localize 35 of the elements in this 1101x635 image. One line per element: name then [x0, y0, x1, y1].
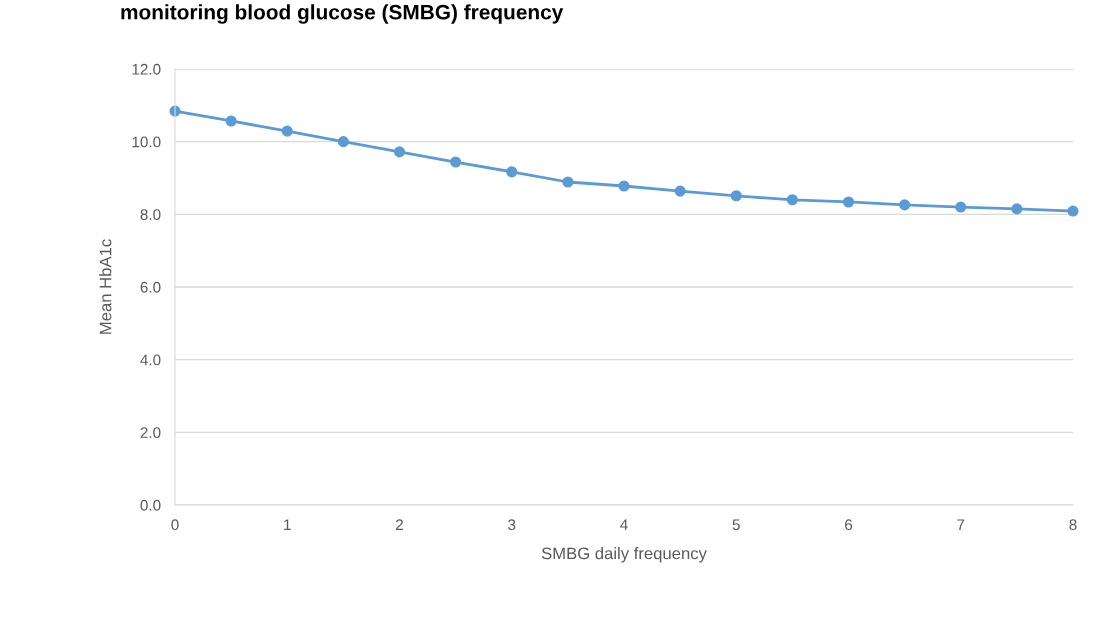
point [730, 190, 742, 202]
y-tick-label: 10.0 [132, 136, 161, 148]
point [562, 176, 574, 188]
y-tick-label: 2.0 [140, 427, 161, 439]
x-tick-label: 4 [620, 519, 628, 530]
point [393, 146, 406, 158]
point [955, 201, 967, 213]
x-tick-label: 5 [732, 519, 740, 531]
x-tick-label: 2 [396, 519, 403, 530]
y-tick-label: 0.0 [140, 499, 161, 511]
point [225, 115, 237, 127]
y-tick-label: 8.0 [140, 209, 161, 221]
x-tick-label: 1 [284, 519, 291, 530]
y-tick-label: 6.0 [140, 281, 161, 293]
point [506, 166, 518, 178]
x-tick-label: 6 [845, 519, 853, 531]
chart-title: monitoring blood glucose (SMBG) frequency [121, 4, 564, 24]
point [337, 136, 349, 148]
y-tick-label: 12.0 [132, 63, 161, 75]
x-tick-label: 0 [171, 519, 179, 531]
x-axis-title: SMBG daily frequency [541, 547, 707, 563]
y-axis-title: Mean HbA1c [99, 239, 112, 334]
y-tick-label: 4.0 [140, 354, 161, 366]
point [899, 199, 911, 211]
x-tick-label: 3 [508, 519, 516, 531]
point [842, 196, 855, 208]
point [786, 194, 798, 206]
point [1067, 205, 1079, 217]
point [1011, 203, 1023, 215]
point [674, 185, 686, 197]
point [281, 125, 293, 137]
x-tick-label: 7 [957, 519, 965, 530]
point [450, 156, 462, 168]
x-tick-label: 8 [1069, 519, 1077, 531]
point [618, 180, 630, 192]
